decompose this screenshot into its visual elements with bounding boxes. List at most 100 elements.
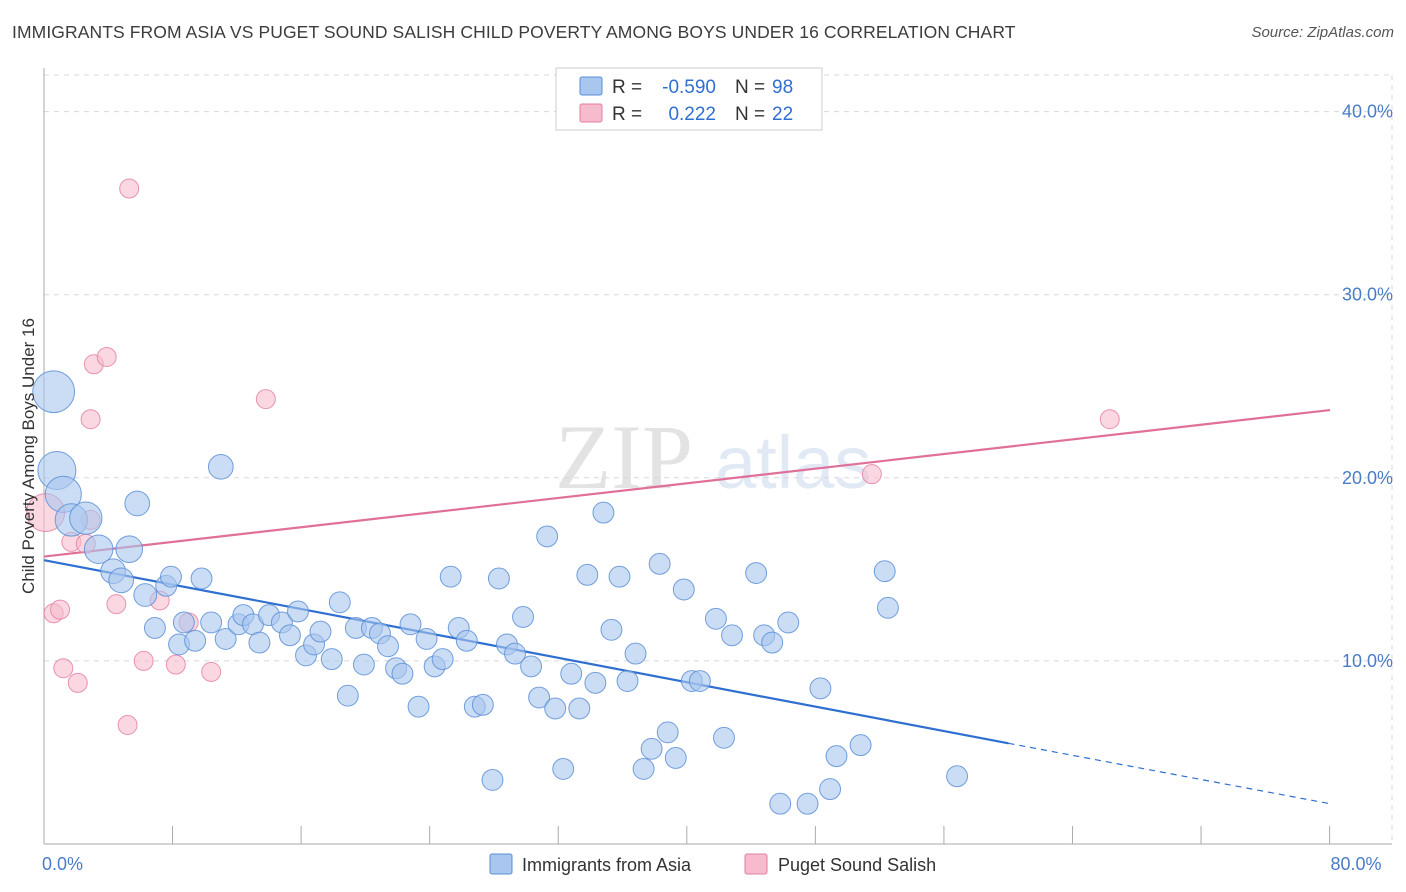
point-asia bbox=[713, 726, 735, 749]
point-asia bbox=[471, 693, 494, 716]
point-asia bbox=[32, 370, 76, 414]
y-tick-label: 20.0% bbox=[1342, 468, 1393, 488]
point-salish bbox=[117, 714, 138, 735]
point-asia bbox=[592, 501, 615, 524]
legend-r-value-2: 0.222 bbox=[668, 104, 716, 125]
point-asia bbox=[487, 567, 510, 590]
point-asia bbox=[399, 613, 422, 636]
legend-swatch-blue bbox=[579, 76, 603, 96]
point-asia bbox=[528, 686, 551, 709]
legend-n-label-2: N = bbox=[735, 104, 765, 125]
point-asia bbox=[377, 635, 399, 658]
point-asia bbox=[769, 792, 792, 815]
point-asia bbox=[214, 627, 237, 650]
point-asia bbox=[608, 565, 631, 588]
point-asia bbox=[520, 655, 543, 678]
point-asia bbox=[704, 607, 727, 630]
point-asia bbox=[190, 567, 213, 590]
point-asia bbox=[648, 552, 671, 575]
point-asia bbox=[761, 631, 784, 654]
data-points bbox=[26, 178, 1120, 815]
point-asia bbox=[407, 695, 430, 718]
point-asia bbox=[616, 670, 639, 692]
point-asia bbox=[309, 620, 332, 643]
point-asia bbox=[172, 611, 195, 634]
y-tick-label: 30.0% bbox=[1342, 285, 1393, 305]
series-label-salish: Puget Sound Salish bbox=[778, 855, 936, 875]
point-asia bbox=[439, 565, 462, 588]
point-asia bbox=[809, 677, 832, 700]
point-asia bbox=[248, 631, 271, 654]
point-asia bbox=[873, 560, 896, 583]
legend-n-label-1: N = bbox=[735, 77, 765, 98]
point-asia bbox=[536, 525, 559, 548]
point-asia bbox=[391, 662, 414, 685]
point-asia bbox=[777, 611, 800, 634]
point-asia bbox=[133, 583, 158, 607]
point-asia bbox=[200, 611, 223, 634]
point-asia bbox=[207, 453, 234, 480]
point-asia bbox=[108, 567, 135, 594]
point-asia bbox=[278, 624, 301, 647]
y-tick-label: 10.0% bbox=[1342, 651, 1393, 671]
point-asia bbox=[504, 642, 526, 665]
point-asia bbox=[946, 765, 969, 788]
watermark-atlas: atlas bbox=[715, 421, 871, 504]
point-asia bbox=[552, 757, 575, 780]
point-salish bbox=[861, 464, 882, 485]
point-salish bbox=[1099, 409, 1120, 430]
point-asia bbox=[328, 591, 351, 614]
point-asia bbox=[849, 734, 872, 757]
point-asia bbox=[876, 596, 899, 619]
point-asia bbox=[431, 648, 454, 671]
point-salish bbox=[53, 658, 74, 679]
trend-line-asia bbox=[43, 559, 1009, 745]
series-legend: Immigrants from Asia Puget Sound Salish bbox=[489, 853, 936, 875]
legend-r-value-1: -0.590 bbox=[662, 77, 716, 98]
point-asia bbox=[415, 627, 438, 650]
correlation-legend: R = -0.590 N = 98 R = 0.222 N = 22 bbox=[555, 67, 823, 131]
source-credit: Source: ZipAtlas.com bbox=[1251, 24, 1394, 41]
point-asia bbox=[544, 697, 567, 720]
legend-n-value-1: 98 bbox=[772, 77, 793, 98]
point-asia bbox=[124, 490, 151, 517]
point-asia bbox=[83, 534, 114, 564]
point-salish bbox=[106, 594, 127, 615]
point-salish bbox=[67, 672, 88, 693]
series-swatch-asia bbox=[489, 853, 513, 875]
series-label-asia: Immigrants from Asia bbox=[522, 855, 692, 875]
point-asia bbox=[672, 578, 695, 601]
point-salish bbox=[201, 661, 222, 682]
point-asia bbox=[600, 618, 623, 641]
point-asia bbox=[624, 642, 647, 665]
point-salish bbox=[96, 346, 117, 367]
point-salish bbox=[80, 409, 101, 430]
point-salish bbox=[50, 599, 71, 620]
point-salish bbox=[255, 389, 276, 410]
watermark-zip: ZIP bbox=[555, 406, 693, 508]
point-asia bbox=[184, 629, 207, 652]
point-asia bbox=[688, 670, 711, 692]
point-asia bbox=[160, 565, 182, 588]
legend-n-value-2: 22 bbox=[772, 104, 793, 125]
point-asia bbox=[656, 721, 679, 744]
trend-lines bbox=[43, 408, 1331, 805]
point-asia bbox=[481, 768, 504, 791]
legend-swatch-pink bbox=[579, 103, 603, 123]
point-asia bbox=[796, 792, 819, 815]
point-asia bbox=[352, 653, 375, 676]
series-swatch-salish bbox=[744, 853, 768, 875]
point-asia bbox=[721, 624, 743, 647]
point-asia bbox=[640, 737, 663, 760]
y-tick-label: 40.0% bbox=[1342, 102, 1393, 122]
tick-labels: 10.0% 20.0% 30.0% 40.0% 0.0% 80.0% bbox=[42, 102, 1393, 874]
point-asia bbox=[115, 535, 143, 564]
point-salish bbox=[165, 654, 186, 675]
point-asia bbox=[69, 501, 103, 535]
point-asia bbox=[320, 648, 343, 671]
point-asia bbox=[825, 745, 848, 768]
legend-r-label-1: R = bbox=[612, 77, 642, 98]
point-salish bbox=[119, 178, 140, 199]
trend-line-asia-extension bbox=[1008, 742, 1331, 805]
